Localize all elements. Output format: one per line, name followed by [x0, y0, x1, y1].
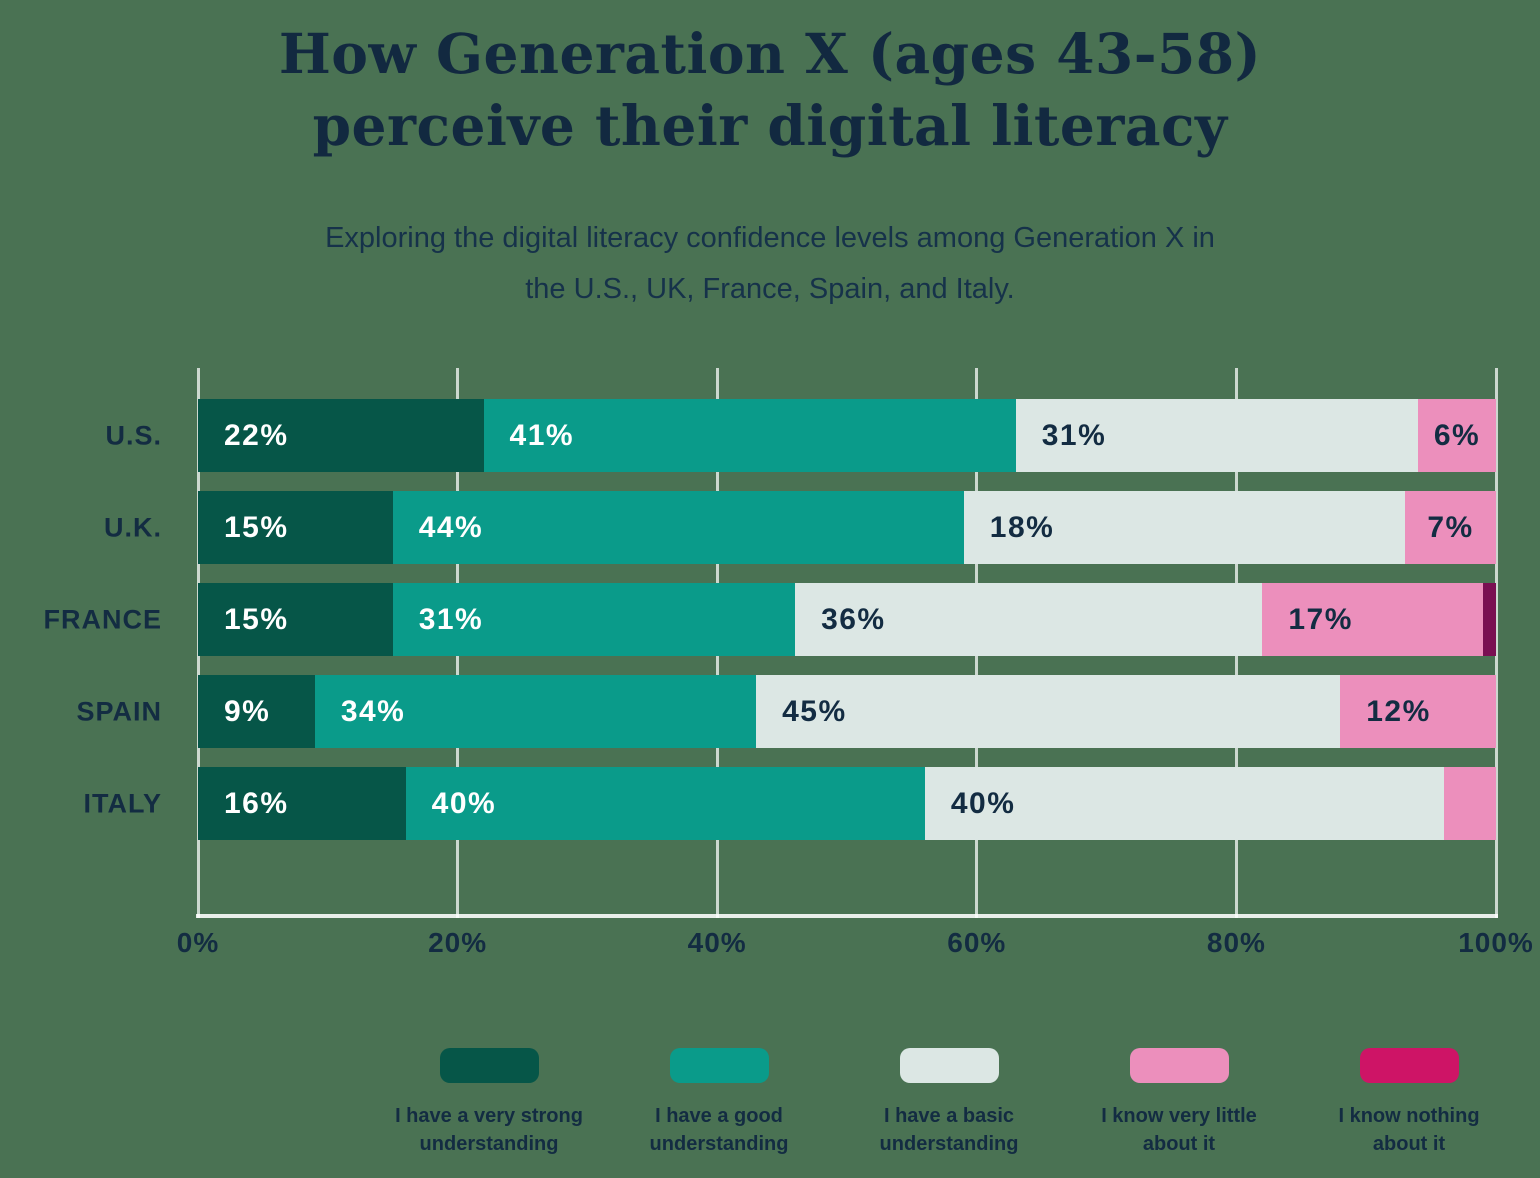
bar-segment-basic: 45% [756, 675, 1341, 748]
legend-item-strong: I have a very strong understanding [374, 1048, 604, 1158]
bar-segment-strong: 15% [198, 583, 393, 656]
x-tick-label-80pct: 80% [1206, 927, 1266, 958]
x-axis-tick-labels: 0% 20% 40% 60% 80% 100% [177, 927, 1533, 967]
legend-label-line: I have a very strong [395, 1105, 583, 1127]
bar-segment-good: 41% [483, 399, 1016, 472]
legend-item-little: I know very little about it [1064, 1048, 1294, 1158]
segment-value-label: 15% [224, 510, 289, 544]
chart-title-line1: How Generation X (ages 43-58) [278, 21, 1262, 86]
segment-value-label: 31% [418, 602, 484, 636]
legend-item-nothing: I know nothing about it [1294, 1048, 1524, 1158]
legend-label-line: understanding [649, 1132, 789, 1155]
bar-row-us: U.S. 22% 41% 31% 6% [105, 399, 1496, 472]
segment-value-label: 45% [782, 694, 847, 728]
legend-label-line: understanding [419, 1132, 559, 1155]
bar-segment-good: 44% [392, 491, 964, 564]
chart-legend: I have a very strong understanding I have … [374, 1048, 1524, 1158]
bar-segment-strong: 22% [198, 399, 484, 472]
gridline-100 [1494, 368, 1498, 918]
legend-item-good: I have a good understanding [604, 1048, 834, 1158]
segment-value-label: 40% [950, 786, 1016, 820]
legend-swatch-little [1129, 1048, 1229, 1083]
legend-label-line: I have a basic [883, 1105, 1015, 1127]
bar-row-uk: U.K. 15% 44% 18% 7% [104, 491, 1496, 564]
x-tick-label-0pct: 0% [176, 927, 220, 958]
legend-label-line: I have a good [655, 1105, 783, 1127]
segment-value-label: 6% [1433, 418, 1481, 452]
legend-label-line: understanding [879, 1132, 1019, 1155]
legend-swatch-strong [439, 1048, 539, 1083]
bar-row-spain: SPAIN 9% 34% 45% 12% [76, 675, 1496, 748]
bar-segment-little: 6% [1418, 399, 1496, 472]
bar-segment-strong: 16% [198, 767, 406, 840]
bar-segment-basic: 31% [1015, 399, 1419, 472]
x-tick-label-40pct: 40% [687, 927, 747, 958]
bar-row-france: FRANCE 15% 31% 36% 17% [44, 583, 1496, 656]
category-label: U.S. [105, 420, 162, 450]
segment-value-label: 44% [418, 510, 484, 544]
x-axis-line [196, 914, 1498, 918]
legend-label-good: I have a good understanding [650, 1103, 789, 1158]
chart-subtitle: Exploring the digital literacy confidenc… [0, 213, 1540, 315]
legend-label-little: I know very little about it [1101, 1103, 1257, 1158]
segment-value-label: 7% [1427, 510, 1474, 544]
legend-swatch-nothing [1359, 1048, 1459, 1083]
legend-swatch-good [669, 1048, 769, 1083]
segment-value-label: 36% [821, 602, 886, 636]
segment-value-label: 31% [1041, 418, 1107, 452]
bar-segment-strong: 15% [198, 491, 393, 564]
bar-segment-little: 7% [1405, 491, 1496, 564]
legend-label-strong: I have a very strong understanding [395, 1103, 583, 1158]
x-tick-label-100pct: 100% [1458, 927, 1534, 958]
category-label: FRANCE [43, 604, 162, 634]
category-label: U.K. [104, 512, 162, 542]
bar-segment-basic: 40% [924, 767, 1445, 840]
legend-label-basic: I have a basic understanding [880, 1103, 1019, 1158]
bar-segment-basic: 18% [963, 491, 1406, 564]
bar-segment-good: 40% [405, 767, 925, 840]
bar-row-italy: ITALY 16% 40% 40% [83, 767, 1496, 840]
legend-label-nothing: I know nothing about it [1338, 1103, 1479, 1158]
bar-segment-little: 12% [1340, 675, 1496, 748]
category-label: SPAIN [76, 696, 162, 726]
bar-segment-good: 31% [392, 583, 796, 656]
bar-segment-little [1444, 767, 1496, 840]
chart-plot-area: U.S. 22% 41% 31% 6% U.K. 15% 44% 18% 7% FRANCE 15% 3… [44, 368, 1498, 918]
segment-value-label: 18% [989, 510, 1055, 544]
bar-segment-nothing_bar [1482, 583, 1496, 656]
segment-value-label: 41% [509, 418, 575, 452]
legend-label-line: about it [1372, 1132, 1446, 1155]
x-tick-label-20pct: 20% [428, 927, 488, 958]
segment-value-label: 12% [1366, 694, 1431, 728]
legend-label-line: about it [1142, 1132, 1216, 1155]
chart-title-line2: perceive their digital literacy [312, 93, 1228, 159]
segment-value-label: 40% [431, 786, 497, 820]
segment-value-label: 16% [224, 786, 289, 820]
segment-value-label: 34% [340, 694, 406, 728]
legend-item-basic: I have a basic understanding [834, 1048, 1064, 1158]
segment-value-label: 15% [224, 602, 289, 636]
segment-value-label: 17% [1288, 602, 1353, 636]
category-label: ITALY [83, 788, 162, 818]
x-tick-label-60pct: 60% [947, 927, 1007, 958]
chart-subtitle-line1: Exploring the digital literacy confidenc… [325, 222, 1215, 254]
segment-value-label: 22% [224, 418, 289, 452]
chart-title: How Generation X (ages 43-58) perceive th… [0, 18, 1540, 162]
legend-label-line: I know very little [1101, 1105, 1257, 1127]
chart-subtitle-line2: the U.S., UK, France, Spain, and Italy. [525, 272, 1015, 305]
bar-segment-basic: 36% [795, 583, 1263, 656]
bar-segment-strong: 9% [198, 675, 315, 748]
legend-swatch-basic [899, 1048, 999, 1083]
legend-label-line: I know nothing [1338, 1105, 1480, 1127]
segment-value-label: 9% [224, 694, 271, 728]
bar-segment-good: 34% [314, 675, 757, 748]
bar-segment-little: 17% [1262, 583, 1483, 656]
